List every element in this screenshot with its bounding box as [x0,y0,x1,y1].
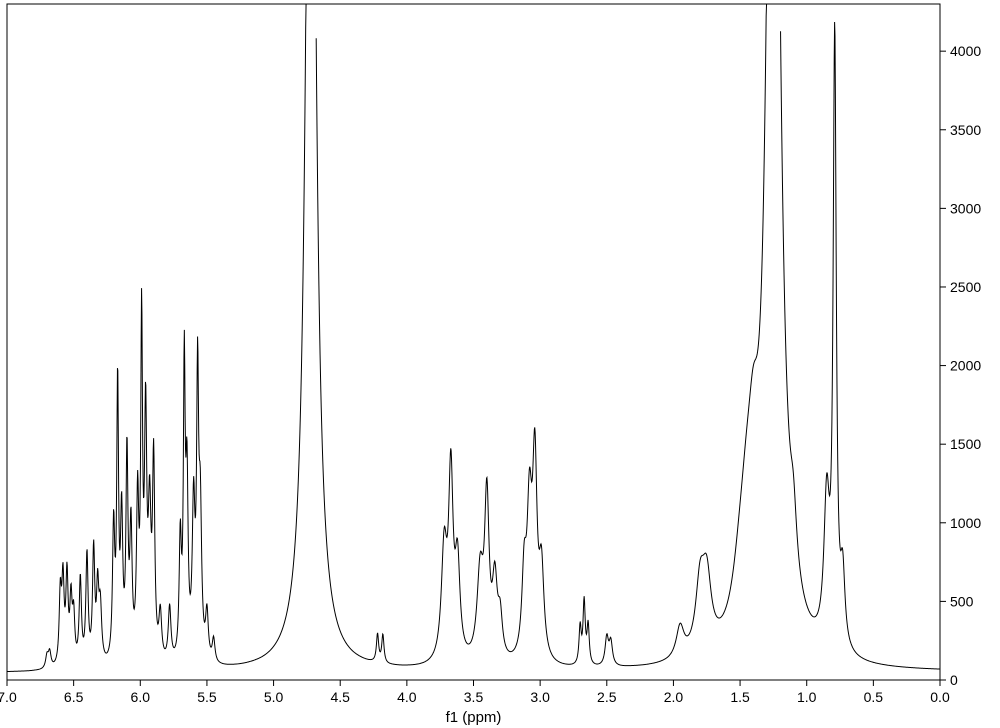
plot-frame [7,4,940,680]
nmr-spectrum-chart: 7.0 6.5 6.0 5.5 5.0 4.5 4.0 3.5 3.0 2.5 2.0 1.5 1.0 0… [0,0,1000,728]
x-tick-label: 0.0 [930,689,950,705]
y-tick-label: 0 [950,672,958,688]
y-tick-label: 2500 [950,279,981,295]
y-tick-label: 500 [950,593,974,609]
y-tick-label: 3000 [950,200,981,216]
x-tick-label: 1.0 [797,689,817,705]
y-tick-label: 2000 [950,358,981,374]
x-tick-label: 3.0 [530,689,550,705]
x-tick-label: 6.0 [131,689,151,705]
x-tick-label: 4.5 [330,689,350,705]
x-tick-label: 3.5 [464,689,484,705]
x-tick-label: 4.0 [397,689,417,705]
x-tick-label: 2.0 [664,689,684,705]
x-tick-label: 5.0 [264,689,284,705]
y-tick-label: 4000 [950,43,981,59]
x-tick-label: 2.5 [597,689,617,705]
x-tick-label: 0.5 [864,689,884,705]
x-axis-label: f1 (ppm) [446,709,502,726]
x-tick-label: 5.5 [197,689,217,705]
x-tick-label: 1.5 [730,689,750,705]
spectrum-trace [7,4,940,672]
y-tick-label: 1500 [950,436,981,452]
y-tick-label: 3500 [950,122,981,138]
x-tick-label: 6.5 [64,689,84,705]
spectrum-svg: 7.0 6.5 6.0 5.5 5.0 4.5 4.0 3.5 3.0 2.5 2.0 1.5 1.0 0… [0,0,1000,728]
x-tick-label: 7.0 [0,689,17,705]
y-tick-label: 1000 [950,515,981,531]
